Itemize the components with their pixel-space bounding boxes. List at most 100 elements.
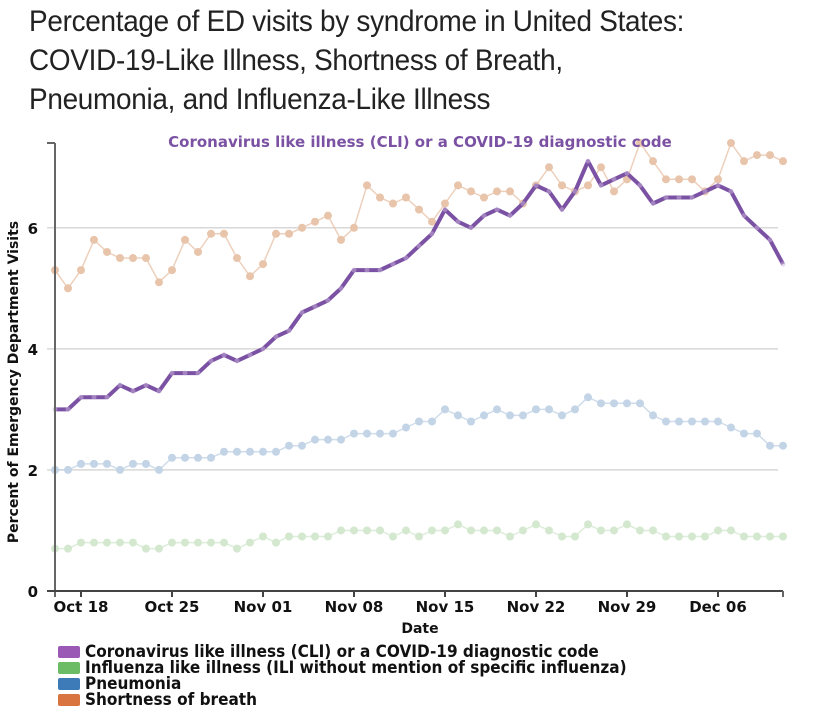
data-point[interactable] <box>675 532 683 541</box>
data-point[interactable] <box>246 447 254 456</box>
data-point[interactable] <box>415 532 423 541</box>
data-point[interactable] <box>116 465 124 474</box>
data-point[interactable] <box>77 459 85 468</box>
data-point[interactable] <box>324 532 332 541</box>
data-point[interactable] <box>77 538 85 547</box>
data-point[interactable] <box>103 538 111 547</box>
data-point[interactable] <box>688 532 696 541</box>
data-point[interactable] <box>350 429 358 438</box>
data-point[interactable] <box>454 520 462 529</box>
data-point[interactable] <box>441 199 449 208</box>
data-point[interactable] <box>597 526 605 535</box>
data-point[interactable] <box>324 435 332 444</box>
data-point[interactable] <box>298 532 306 541</box>
data-point[interactable] <box>142 459 150 468</box>
data-point[interactable] <box>311 435 319 444</box>
data-point[interactable] <box>285 229 293 238</box>
data-point[interactable] <box>584 520 592 529</box>
data-point[interactable] <box>155 278 163 287</box>
data-point[interactable] <box>480 411 488 420</box>
data-point[interactable] <box>311 217 319 226</box>
data-point[interactable] <box>650 201 656 207</box>
data-point[interactable] <box>208 358 214 364</box>
data-point[interactable] <box>285 441 293 450</box>
data-point[interactable] <box>766 441 774 450</box>
data-point[interactable] <box>688 175 696 184</box>
data-point[interactable] <box>298 441 306 450</box>
data-point[interactable] <box>442 207 448 213</box>
data-point[interactable] <box>624 170 630 176</box>
data-point[interactable] <box>662 175 670 184</box>
data-point[interactable] <box>363 429 371 438</box>
series-line[interactable] <box>55 396 783 471</box>
data-point[interactable] <box>194 538 202 547</box>
data-point[interactable] <box>754 225 760 231</box>
data-point[interactable] <box>519 526 527 535</box>
data-point[interactable] <box>90 235 98 244</box>
data-point[interactable] <box>455 219 461 225</box>
data-point[interactable] <box>129 538 137 547</box>
data-point[interactable] <box>299 310 305 316</box>
data-point[interactable] <box>506 411 514 420</box>
data-point[interactable] <box>416 243 422 249</box>
data-point[interactable] <box>285 532 293 541</box>
data-point[interactable] <box>90 459 98 468</box>
data-point[interactable] <box>753 532 761 541</box>
data-point[interactable] <box>714 526 722 535</box>
data-point[interactable] <box>181 453 189 462</box>
data-point[interactable] <box>207 538 215 547</box>
data-point[interactable] <box>688 417 696 426</box>
data-point[interactable] <box>402 423 410 432</box>
data-point[interactable] <box>272 229 280 238</box>
data-point[interactable] <box>558 411 566 420</box>
data-point[interactable] <box>779 441 787 450</box>
legend-item-ili[interactable]: Influenza like illness (ILI without ment… <box>58 660 687 677</box>
data-point[interactable] <box>364 267 370 273</box>
data-point[interactable] <box>676 194 682 200</box>
data-point[interactable] <box>584 393 592 402</box>
data-point[interactable] <box>338 285 344 291</box>
data-point[interactable] <box>233 447 241 456</box>
data-point[interactable] <box>610 526 618 535</box>
data-point[interactable] <box>519 411 527 420</box>
data-point[interactable] <box>65 406 71 412</box>
data-point[interactable] <box>649 526 657 535</box>
data-point[interactable] <box>753 151 761 160</box>
data-point[interactable] <box>675 175 683 184</box>
data-point[interactable] <box>363 181 371 190</box>
data-point[interactable] <box>584 181 592 190</box>
data-point[interactable] <box>532 520 540 529</box>
data-point[interactable] <box>156 388 162 394</box>
data-point[interactable] <box>545 405 553 414</box>
data-point[interactable] <box>779 157 787 166</box>
data-point[interactable] <box>481 213 487 219</box>
data-point[interactable] <box>467 417 475 426</box>
series-line[interactable] <box>54 142 784 290</box>
data-point[interactable] <box>441 405 449 414</box>
data-point[interactable] <box>220 538 228 547</box>
data-point[interactable] <box>351 267 357 273</box>
data-point[interactable] <box>623 399 631 408</box>
data-point[interactable] <box>312 303 318 309</box>
data-point[interactable] <box>493 526 501 535</box>
data-point[interactable] <box>350 526 358 535</box>
data-point[interactable] <box>468 225 474 231</box>
data-point[interactable] <box>168 266 176 275</box>
data-point[interactable] <box>182 370 188 376</box>
data-point[interactable] <box>272 538 280 547</box>
data-point[interactable] <box>311 532 319 541</box>
data-point[interactable] <box>221 352 227 358</box>
data-point[interactable] <box>636 139 644 147</box>
data-point[interactable] <box>428 217 436 226</box>
data-point[interactable] <box>247 352 253 358</box>
data-point[interactable] <box>181 538 189 547</box>
data-point[interactable] <box>325 297 331 303</box>
legend-item-shortness-of-breath[interactable]: Shortness of breath <box>58 692 687 709</box>
data-point[interactable] <box>142 544 150 553</box>
data-point[interactable] <box>415 205 423 214</box>
data-point[interactable] <box>636 399 644 408</box>
data-point[interactable] <box>741 213 747 219</box>
data-point[interactable] <box>558 181 566 190</box>
data-point[interactable] <box>610 187 618 196</box>
data-point[interactable] <box>246 538 254 547</box>
